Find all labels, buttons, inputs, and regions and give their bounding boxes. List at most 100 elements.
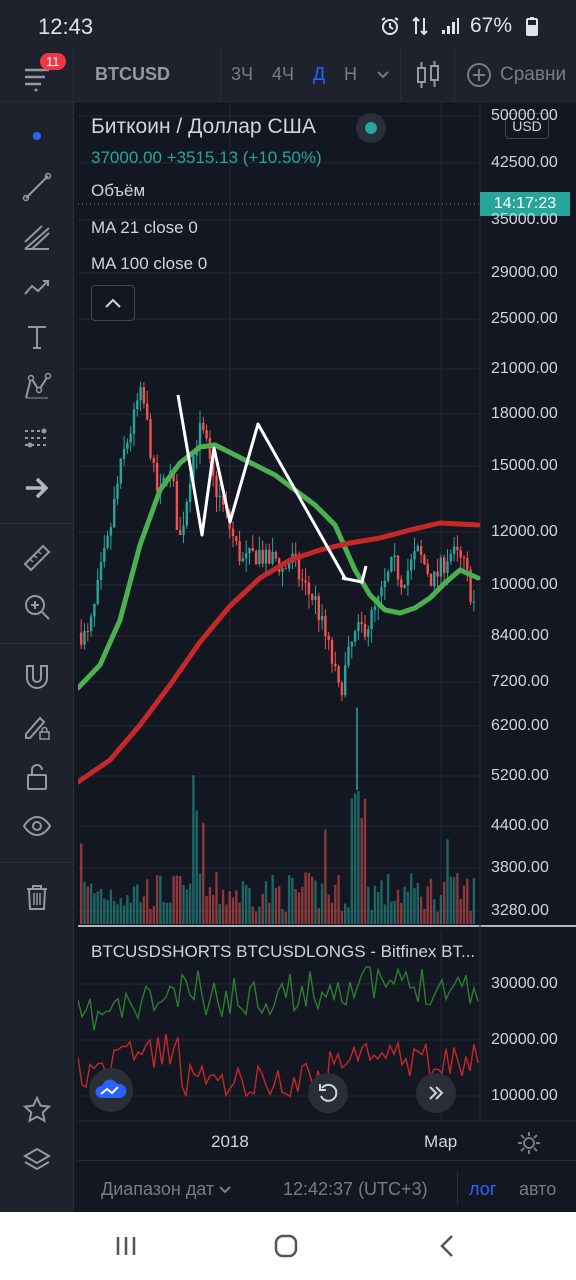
timeframe-week[interactable]: Н — [344, 64, 357, 84]
candle-up — [281, 568, 284, 572]
date-range-label: Диапазон дат — [101, 1179, 215, 1199]
symbol-button[interactable]: BTCUSD — [95, 64, 170, 84]
timeframe-3h[interactable]: 3Ч — [231, 64, 254, 84]
candle-down — [205, 430, 208, 439]
candle-down — [221, 495, 225, 505]
candle-up — [353, 631, 357, 642]
lock-drawings-tool[interactable] — [17, 707, 57, 747]
trash-icon — [27, 885, 47, 910]
magnet-icon — [26, 665, 48, 689]
candle-down — [363, 623, 367, 637]
chart-settings-icon[interactable] — [516, 1130, 542, 1156]
log-scale-toggle[interactable]: лог — [469, 1179, 497, 1199]
volume-bar — [443, 881, 446, 924]
volume-bar — [383, 904, 386, 924]
price-axis-label: 18000.00 — [491, 405, 558, 422]
candle-up — [83, 631, 86, 645]
ma100-legend[interactable]: MA 100 close 0 — [91, 254, 208, 273]
pattern-tool[interactable] — [17, 367, 57, 407]
timeframe-4h[interactable]: 4Ч — [272, 64, 295, 84]
market-status-dot[interactable] — [356, 113, 386, 143]
auto-scale-toggle[interactable]: авто — [519, 1179, 557, 1199]
volume-bar — [185, 889, 188, 924]
crosshair-tool[interactable] — [17, 116, 57, 156]
pattern-icon — [25, 372, 52, 399]
text-tool[interactable] — [17, 317, 57, 357]
timezone-clock[interactable]: 12:42:37 (UTC+3) — [283, 1179, 428, 1199]
delete-drawings-tool[interactable] — [17, 877, 57, 917]
candle-down — [202, 422, 205, 431]
arrow-tool[interactable] — [17, 468, 57, 508]
visibility-tool[interactable] — [17, 806, 57, 846]
candle-up — [410, 559, 413, 571]
volume-bar — [99, 888, 103, 924]
data-arrows-icon — [412, 16, 428, 36]
candle-up — [472, 601, 476, 603]
timeframe-day[interactable]: Д — [313, 64, 326, 84]
candle-up — [248, 547, 251, 554]
price-axis-label: 7200.00 — [491, 673, 549, 690]
battery-icon — [526, 17, 538, 36]
volume-bar — [360, 817, 363, 924]
add-compare-icon — [467, 63, 491, 87]
candle-up — [132, 409, 136, 434]
compare-button[interactable]: Сравни — [466, 62, 566, 88]
magnet-tool[interactable] — [17, 657, 57, 697]
reset-chart-button[interactable] — [308, 1073, 348, 1113]
volume-bar — [205, 895, 208, 924]
candles-chart-type-icon[interactable] — [414, 60, 442, 90]
currency-button[interactable]: USD — [505, 113, 549, 139]
price-axis-label: 4400.00 — [491, 817, 549, 834]
menu-icon — [25, 68, 49, 92]
timeframe-dropdown-icon[interactable] — [376, 68, 390, 82]
favorites-tool[interactable] — [17, 1090, 57, 1130]
main-pane — [78, 102, 576, 924]
object-tree-tool[interactable] — [17, 1140, 57, 1180]
volume-bar — [146, 879, 149, 924]
back-icon[interactable] — [434, 1232, 462, 1260]
indicator-legend[interactable]: BTCUSDSHORTS BTCUSDLONGS - Bitfinex BT..… — [91, 942, 476, 961]
candle-up — [393, 555, 396, 558]
recent-apps-icon[interactable] — [112, 1232, 140, 1260]
candle-up — [344, 665, 347, 696]
candle-down — [307, 582, 311, 595]
volume-bar — [139, 901, 142, 924]
volume-legend[interactable]: Объём — [91, 181, 146, 200]
candle-down — [212, 458, 215, 476]
candle-up — [126, 442, 129, 449]
candle-down — [152, 458, 155, 463]
candle-down — [400, 579, 403, 588]
volume-bar — [258, 906, 261, 924]
double-chevron-right-icon — [429, 1086, 444, 1100]
text-icon — [28, 326, 46, 349]
volume-bar — [159, 875, 162, 924]
candle-up — [122, 448, 126, 459]
volume-bar — [390, 901, 393, 924]
volume-bar — [264, 881, 268, 924]
trend-line-tool[interactable] — [17, 167, 57, 207]
volume-bar — [406, 891, 410, 924]
path-tool[interactable] — [17, 267, 57, 307]
volume-bar — [136, 884, 139, 924]
candle-down — [254, 551, 258, 565]
volume-bar — [304, 872, 307, 924]
candle-up — [370, 610, 373, 630]
cloud-logo-icon — [95, 1079, 127, 1098]
lock-tool[interactable] — [17, 757, 57, 797]
menu-button[interactable]: 11 — [0, 48, 74, 102]
home-icon[interactable] — [272, 1232, 300, 1260]
tradingview-logo-button[interactable] — [89, 1068, 133, 1112]
volume-bar — [459, 899, 462, 924]
fib-tool[interactable] — [17, 217, 57, 257]
candle-up — [320, 615, 324, 621]
date-range-button[interactable]: Диапазон дат — [101, 1179, 231, 1200]
ruler-tool[interactable] — [17, 538, 57, 578]
forecast-tool[interactable] — [17, 418, 57, 458]
eye-icon — [22, 815, 52, 837]
ma21-legend[interactable]: MA 21 close 0 — [91, 218, 198, 237]
zoom-in-tool[interactable] — [17, 587, 57, 627]
scroll-to-latest-button[interactable] — [416, 1073, 456, 1113]
candle-up — [113, 498, 116, 528]
collapse-legend-button[interactable] — [91, 285, 135, 321]
volume-bar — [155, 875, 159, 924]
